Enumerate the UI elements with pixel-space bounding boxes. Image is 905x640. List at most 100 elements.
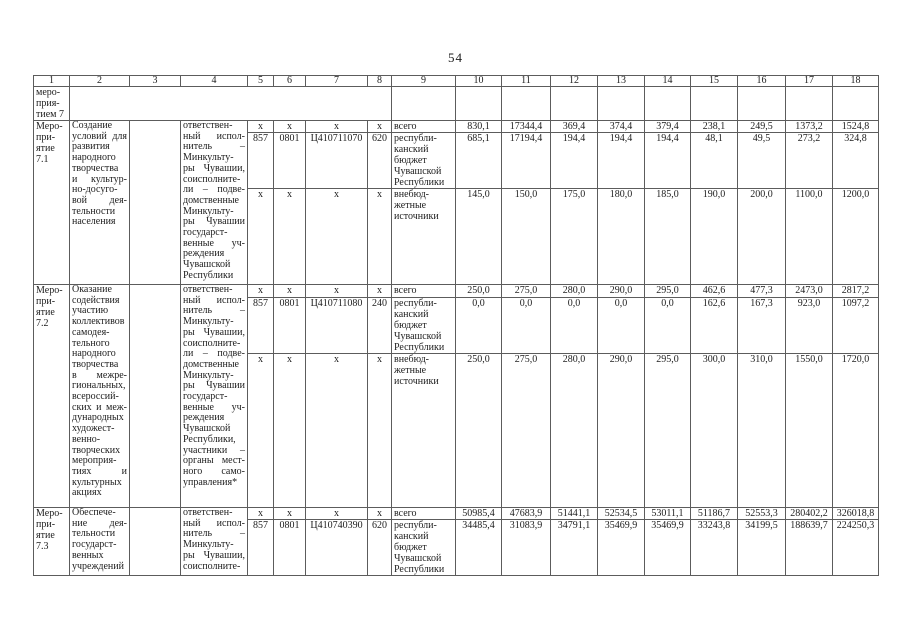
empty-cell <box>597 86 645 121</box>
value-cell: 200,0 <box>737 188 786 285</box>
column-number: 5 <box>247 75 274 87</box>
value-cell: 1550,0 <box>785 353 833 508</box>
value-cell: 185,0 <box>644 188 691 285</box>
value-cell: 52534,5 <box>597 507 645 520</box>
value-cell: 290,0 <box>597 353 645 508</box>
value-cell: 180,0 <box>597 188 645 285</box>
value-cell: 280402,2 <box>785 507 833 520</box>
code-cell: х <box>305 188 368 285</box>
value-cell: 374,4 <box>597 120 645 133</box>
value-cell: 2473,0 <box>785 284 833 298</box>
value-cell: 923,0 <box>785 297 833 354</box>
value-cell: 1524,8 <box>832 120 879 133</box>
value-cell: 0,0 <box>455 297 502 354</box>
value-cell: 51186,7 <box>690 507 738 520</box>
empty-cell <box>129 120 181 285</box>
code-cell: 620 <box>367 519 392 576</box>
value-cell: 0,0 <box>501 297 551 354</box>
column-number: 6 <box>273 75 306 87</box>
funding-source: внебюд- жетные источники <box>391 353 456 508</box>
row-7-3-total: Меро- при- ятие 7.3 Обеспече- ние дея- т… <box>33 507 879 576</box>
measure-name: Оказание содействия участию коллективов … <box>69 284 130 508</box>
funding-source: всего <box>391 507 456 520</box>
value-cell: 51441,1 <box>550 507 598 520</box>
funding-source: всего <box>391 120 456 133</box>
value-cell: 35469,9 <box>597 519 645 576</box>
value-cell: 49,5 <box>737 132 786 189</box>
column-numbers-row: 1 2 3 4 5 6 7 8 9 10 11 12 13 14 15 16 1… <box>33 75 879 87</box>
value-cell: 150,0 <box>501 188 551 285</box>
value-cell: 194,4 <box>597 132 645 189</box>
column-number: 16 <box>737 75 786 87</box>
measure-id: Меро- при- ятие 7.1 <box>33 120 70 285</box>
row-7-2-total: Меро- при- ятие 7.2 Оказание содействия … <box>33 284 879 508</box>
empty-cell <box>69 86 392 121</box>
value-cell: 17344,4 <box>501 120 551 133</box>
code-cell: х <box>247 353 274 508</box>
value-cell: 250,0 <box>455 353 502 508</box>
row-7-1-extra-budget: х х х х внебюд- жетные источники 145,0 1… <box>34 188 879 285</box>
value-cell: 53011,1 <box>644 507 691 520</box>
value-cell: 275,0 <box>501 353 551 508</box>
empty-cell <box>501 86 551 121</box>
measure-id: Меро- при- ятие 7.2 <box>33 284 70 508</box>
code-cell: х <box>247 120 274 133</box>
code-cell: х <box>367 284 392 298</box>
value-cell: 52553,3 <box>737 507 786 520</box>
value-cell: 188639,7 <box>785 519 833 576</box>
empty-cell <box>785 86 833 121</box>
value-cell: 238,1 <box>690 120 738 133</box>
code-cell: х <box>247 507 274 520</box>
value-cell: 33243,8 <box>690 519 738 576</box>
column-number: 15 <box>690 75 738 87</box>
value-cell: 324,8 <box>832 132 879 189</box>
value-cell: 300,0 <box>690 353 738 508</box>
value-cell: 295,0 <box>644 353 691 508</box>
code-cell: х <box>305 120 368 133</box>
budget-table: 1 2 3 4 5 6 7 8 9 10 11 12 13 14 15 16 1… <box>33 75 879 576</box>
row-7-2-rep-budget: 857 0801 Ц410711080 240 республи- кански… <box>34 297 879 354</box>
value-cell: 685,1 <box>455 132 502 189</box>
column-number: 13 <box>597 75 645 87</box>
column-number: 2 <box>69 75 130 87</box>
row-7-1-rep-budget: 857 0801 Ц410711070 620 республи- кански… <box>34 132 879 189</box>
value-cell: 830,1 <box>455 120 502 133</box>
value-cell: 190,0 <box>690 188 738 285</box>
code-cell: 0801 <box>273 519 306 576</box>
empty-cell <box>129 284 181 508</box>
value-cell: 280,0 <box>550 353 598 508</box>
funding-source: республи- канский бюджет Чувашской Респу… <box>391 519 456 576</box>
empty-cell <box>455 86 502 121</box>
value-cell: 462,6 <box>690 284 738 298</box>
empty-cell <box>832 86 879 121</box>
code-cell: х <box>367 353 392 508</box>
value-cell: 1373,2 <box>785 120 833 133</box>
value-cell: 379,4 <box>644 120 691 133</box>
value-cell: 1720,0 <box>832 353 879 508</box>
value-cell: 0,0 <box>550 297 598 354</box>
funding-source: республи- канский бюджет Чувашской Респу… <box>391 132 456 189</box>
value-cell: 369,4 <box>550 120 598 133</box>
value-cell: 167,3 <box>737 297 786 354</box>
code-cell: х <box>273 507 306 520</box>
value-cell: 224250,3 <box>832 519 879 576</box>
column-number: 17 <box>785 75 833 87</box>
value-cell: 0,0 <box>644 297 691 354</box>
value-cell: 35469,9 <box>644 519 691 576</box>
code-cell: х <box>247 284 274 298</box>
code-cell: 240 <box>367 297 392 354</box>
value-cell: 34791,1 <box>550 519 598 576</box>
code-cell: х <box>305 507 368 520</box>
value-cell: 1097,2 <box>832 297 879 354</box>
value-cell: 48,1 <box>690 132 738 189</box>
column-number: 8 <box>367 75 392 87</box>
empty-cell <box>550 86 598 121</box>
row-7-3-rep-budget: 857 0801 Ц410740390 620 республи- кански… <box>34 519 879 576</box>
code-cell: х <box>305 284 368 298</box>
code-cell: Ц410711070 <box>305 132 368 189</box>
code-cell: 857 <box>247 519 274 576</box>
value-cell: 273,2 <box>785 132 833 189</box>
executor: ответствен- ный испол- нитель – Минкульт… <box>180 507 248 576</box>
code-cell: 620 <box>367 132 392 189</box>
column-number: 1 <box>33 75 70 87</box>
